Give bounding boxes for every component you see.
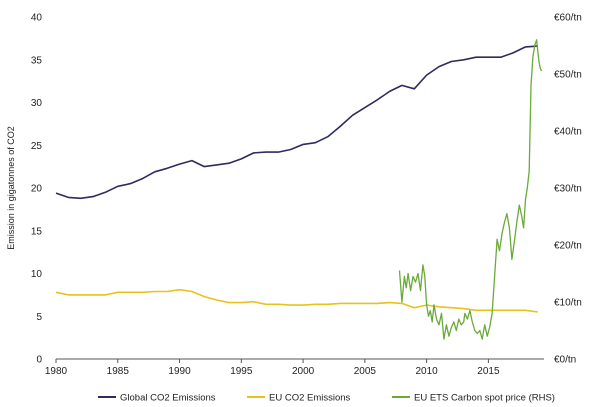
series-lines [55,39,543,340]
y-tick-label: 20 [31,184,43,195]
x-tick-label: 1985 [107,366,130,377]
y-tick-label: 25 [31,141,43,152]
legend: Global CO2 Emissions EU CO2 Emissions EU E… [98,393,555,404]
legend-label: EU ETS Carbon spot price (RHS) [414,393,555,404]
x-tick-label: 2015 [477,366,500,377]
legend-label: Global CO2 Emissions [120,393,216,404]
y2-tick-label: €60/tn [554,13,582,24]
y2-tick-label: €20/tn [554,241,582,252]
series-line-eu-co2-emissions [55,288,538,313]
y-tick-label: 0 [36,355,42,366]
y-axis-ticks: 0 5 10 15 20 25 30 35 40 [31,13,43,366]
y2-tick-label: €50/tn [554,70,582,81]
y-tick-label: 40 [31,13,43,24]
legend-label: EU CO2 Emissions [269,393,351,404]
y-tick-label: 15 [31,226,43,237]
x-tick-label: 1990 [168,366,191,377]
y2-tick-label: €30/tn [554,184,582,195]
x-tick-label: 1995 [230,366,253,377]
x-tick-label: 2005 [354,366,377,377]
y-tick-label: 35 [31,55,43,66]
y2-tick-label: €40/tn [554,127,582,138]
y-tick-label: 5 [36,312,42,323]
y-axis-label: Emission in gigatonnes of CO2 [6,126,16,250]
x-tick-label: 2010 [416,366,439,377]
x-tick-label: 2000 [292,366,315,377]
y-tick-label: 10 [31,269,43,280]
y2-tick-label: €0/tn [554,355,576,366]
y-tick-label: 30 [31,98,43,109]
series-line-eu-ets-carbon-spot-price-rhs [398,39,543,340]
x-axis-ticks: 1980 1985 1990 1995 2000 2005 2010 2015 [45,359,500,377]
y2-tick-label: €10/tn [554,298,582,309]
y2-axis-ticks: €0/tn €10/tn €20/tn €30/tn €40/tn €50/tn €60/t… [554,13,582,366]
x-tick-label: 1980 [45,366,68,377]
series-line-global-co2-emissions [55,45,538,200]
